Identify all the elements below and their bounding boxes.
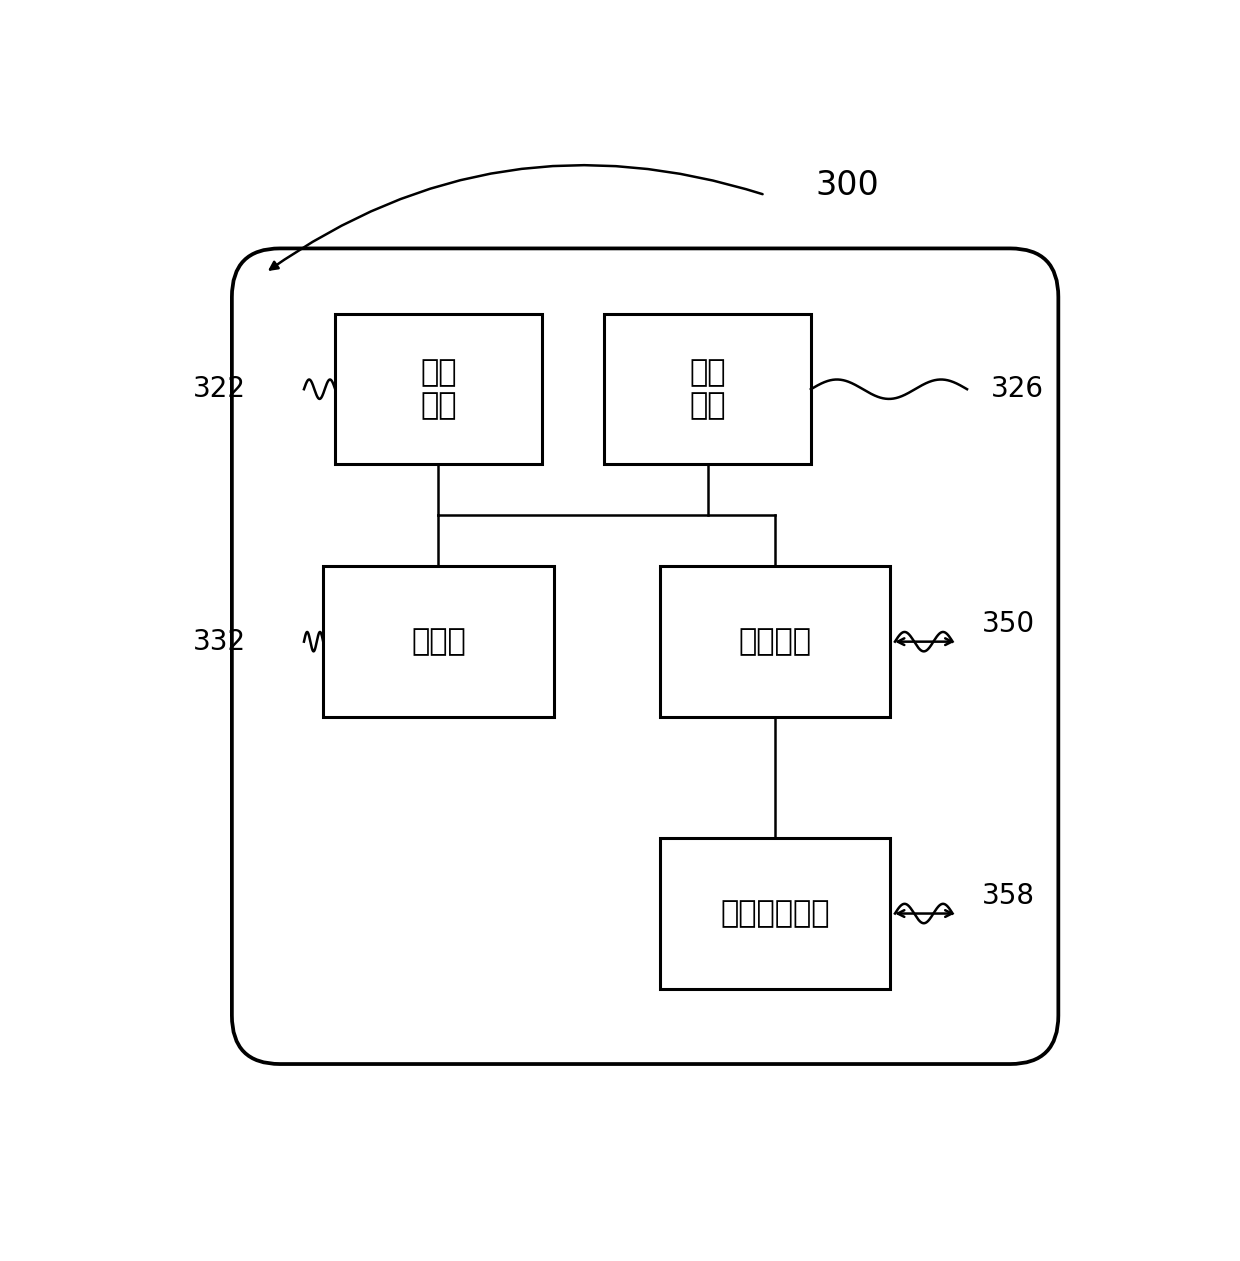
Text: 300: 300 [815,169,879,202]
Text: 处理
组件: 处理 组件 [420,358,456,420]
Text: 存储器: 存储器 [412,627,466,656]
Text: 网络接口: 网络接口 [738,627,811,656]
Bar [604,314,811,464]
Text: 电源
组件: 电源 组件 [689,358,725,420]
Bar [335,314,542,464]
Bar [660,839,890,989]
Text: 输入输出接口: 输入输出接口 [720,899,830,928]
Text: 332: 332 [193,628,247,656]
Text: 358: 358 [982,881,1034,910]
Bar [660,566,890,718]
Bar [324,566,554,718]
Text: 322: 322 [193,376,247,404]
Text: 326: 326 [991,376,1044,404]
Text: 350: 350 [982,610,1034,638]
FancyBboxPatch shape [232,248,1058,1064]
